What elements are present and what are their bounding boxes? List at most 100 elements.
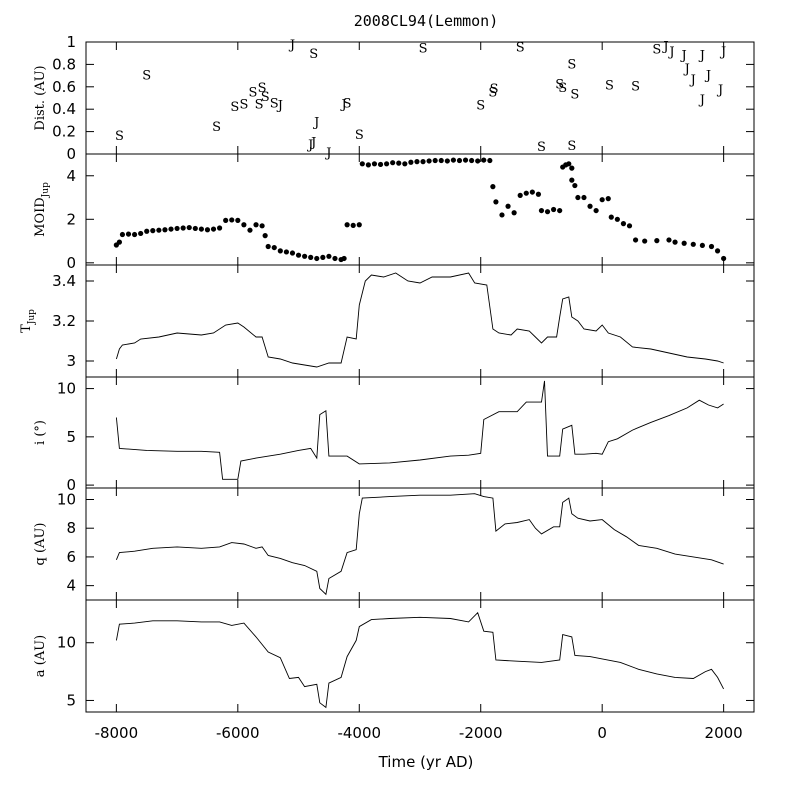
- y-tick-label-tjup: 3.2: [52, 312, 76, 330]
- y-tick-label-tjup: 3: [66, 352, 76, 370]
- data-point-moid: [666, 237, 672, 243]
- data-point-moid: [575, 194, 581, 201]
- data-point-moid: [295, 252, 302, 258]
- y-tick-label-moid: 2: [66, 210, 76, 228]
- data-point-moid: [551, 206, 557, 213]
- data-point-moid: [690, 241, 696, 247]
- encounter-marker-dist: S: [343, 96, 352, 111]
- y-tick-label-dist: 0.2: [52, 123, 76, 141]
- data-point-moid: [168, 226, 174, 232]
- data-point-moid: [581, 194, 587, 201]
- x-tick-label: 0: [597, 724, 607, 742]
- data-point-moid: [538, 207, 545, 214]
- data-point-moid: [402, 161, 408, 167]
- data-point-moid: [569, 165, 575, 171]
- encounter-marker-dist: J: [704, 68, 711, 83]
- encounter-marker-dist: S: [255, 98, 264, 113]
- encounter-marker-dist: S: [309, 47, 318, 62]
- data-point-moid: [359, 161, 365, 167]
- data-point-moid: [572, 182, 578, 189]
- series-line-tjup: [115, 272, 724, 368]
- data-point-moid: [223, 217, 229, 223]
- panel-tjup: 3 3.2 3.4 TJup: [19, 264, 755, 378]
- y-axis-label-subscript-tjup: Jup: [27, 309, 37, 325]
- data-point-moid: [156, 227, 162, 233]
- data-point-moid: [138, 230, 144, 237]
- data-point-moid: [408, 159, 414, 165]
- data-point-moid: [414, 159, 420, 165]
- y-axis-label-incl: i (°): [33, 420, 48, 445]
- data-point-moid: [608, 214, 614, 220]
- series-line-q: [115, 493, 724, 596]
- y-tick-label-a: 5: [66, 691, 76, 709]
- y-tick-label-dist: 0.8: [52, 55, 76, 73]
- encounter-marker-dist: S: [605, 79, 614, 94]
- encounter-marker-dist: J: [661, 39, 668, 54]
- data-point-moid: [144, 228, 150, 234]
- panel-moid: 0 2 4 MOIDJup: [33, 153, 755, 272]
- data-point-moid: [620, 221, 627, 227]
- encounter-marker-dist: S: [270, 96, 279, 111]
- data-point-moid: [332, 255, 338, 262]
- data-point-moid: [438, 157, 444, 164]
- data-point-moid: [271, 244, 277, 251]
- data-point-moid: [241, 222, 247, 228]
- encounter-marker-dist: J: [312, 116, 319, 131]
- data-point-moid: [326, 253, 332, 259]
- y-tick-label-dist: 0: [66, 145, 76, 163]
- panel-frame-a: [85, 599, 755, 713]
- data-point-moid: [569, 177, 575, 183]
- data-point-moid: [481, 157, 487, 163]
- panel-a: 5 10 a (AU): [33, 599, 755, 713]
- y-tick-label-q: 8: [66, 519, 76, 537]
- x-tick-label: 2000: [705, 724, 743, 742]
- encounter-marker-dist: J: [698, 48, 705, 63]
- data-point-moid: [192, 225, 198, 232]
- data-point-moid: [499, 212, 505, 218]
- data-point-moid: [253, 222, 259, 228]
- y-axis-label-a: a (AU): [33, 635, 48, 677]
- panel-q: 4 6 8 10 q (AU): [33, 487, 755, 601]
- encounter-marker-dist: J: [309, 136, 316, 151]
- y-axis-label-subscript-moid: Jup: [41, 182, 51, 198]
- encounter-marker-dist: S: [212, 120, 221, 135]
- encounter-marker-dist: S: [115, 129, 124, 144]
- data-point-moid: [356, 222, 362, 228]
- encounter-marker-dist: S: [261, 90, 270, 105]
- encounter-marker-dist: J: [339, 98, 346, 113]
- y-tick-label-q: 4: [66, 577, 76, 595]
- y-tick-label-dist: 1: [66, 33, 76, 51]
- encounter-marker-dist: J: [306, 138, 313, 153]
- encounter-marker-dist: S: [631, 80, 640, 95]
- encounter-marker-dist: S: [570, 88, 579, 103]
- data-point-moid: [593, 207, 599, 214]
- y-tick-label-incl: 5: [66, 428, 76, 446]
- data-point-moid: [289, 250, 296, 256]
- x-tick-label: -6000: [216, 724, 260, 742]
- data-point-moid: [390, 160, 396, 166]
- y-tick-label-moid: 0: [66, 254, 76, 272]
- y-tick-label-q: 10: [57, 490, 76, 508]
- data-point-moid: [511, 210, 517, 216]
- panel-frame-incl: [85, 376, 755, 489]
- data-point-moid: [699, 242, 705, 249]
- data-point-moid: [535, 191, 542, 197]
- data-point-moid: [557, 207, 563, 214]
- data-point-moid: [642, 238, 648, 244]
- data-point-moid: [341, 255, 347, 262]
- encounter-marker-dist: S: [476, 99, 485, 114]
- encounter-marker-dist: S: [537, 140, 546, 155]
- data-point-moid: [517, 192, 523, 198]
- panel-frame-dist: [85, 41, 755, 155]
- data-point-moid: [150, 228, 156, 234]
- data-point-moid: [259, 223, 265, 229]
- encounter-marker-dist: S: [142, 68, 151, 83]
- data-point-moid: [283, 249, 289, 255]
- encounter-marker-dist: S: [258, 81, 267, 96]
- y-axis-label-dist: Dist. (AU): [33, 65, 48, 130]
- panel-frame-q: [85, 487, 755, 601]
- encounter-marker-dist: S: [490, 82, 499, 97]
- data-point-moid: [587, 203, 593, 209]
